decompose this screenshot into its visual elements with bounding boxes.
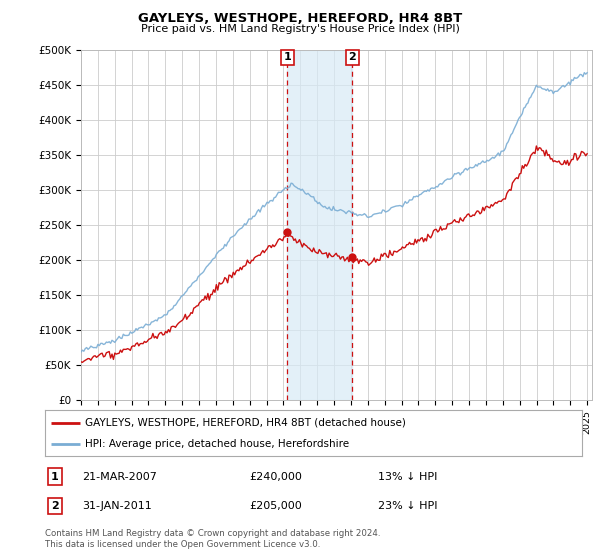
Text: 2: 2 [349,53,356,62]
Text: 2: 2 [51,501,59,511]
Text: Price paid vs. HM Land Registry's House Price Index (HPI): Price paid vs. HM Land Registry's House … [140,24,460,34]
Text: GAYLEYS, WESTHOPE, HEREFORD, HR4 8BT (detached house): GAYLEYS, WESTHOPE, HEREFORD, HR4 8BT (de… [85,418,406,428]
Text: 1: 1 [283,53,291,62]
Text: 23% ↓ HPI: 23% ↓ HPI [378,501,437,511]
Text: Contains HM Land Registry data © Crown copyright and database right 2024.
This d: Contains HM Land Registry data © Crown c… [45,529,380,549]
Text: 1: 1 [51,472,59,482]
Text: 31-JAN-2011: 31-JAN-2011 [83,501,152,511]
Text: GAYLEYS, WESTHOPE, HEREFORD, HR4 8BT: GAYLEYS, WESTHOPE, HEREFORD, HR4 8BT [138,12,462,25]
Text: HPI: Average price, detached house, Herefordshire: HPI: Average price, detached house, Here… [85,439,349,449]
Text: 21-MAR-2007: 21-MAR-2007 [83,472,157,482]
Text: 13% ↓ HPI: 13% ↓ HPI [378,472,437,482]
Text: £205,000: £205,000 [249,501,302,511]
Bar [287,50,352,400]
Text: £240,000: £240,000 [249,472,302,482]
